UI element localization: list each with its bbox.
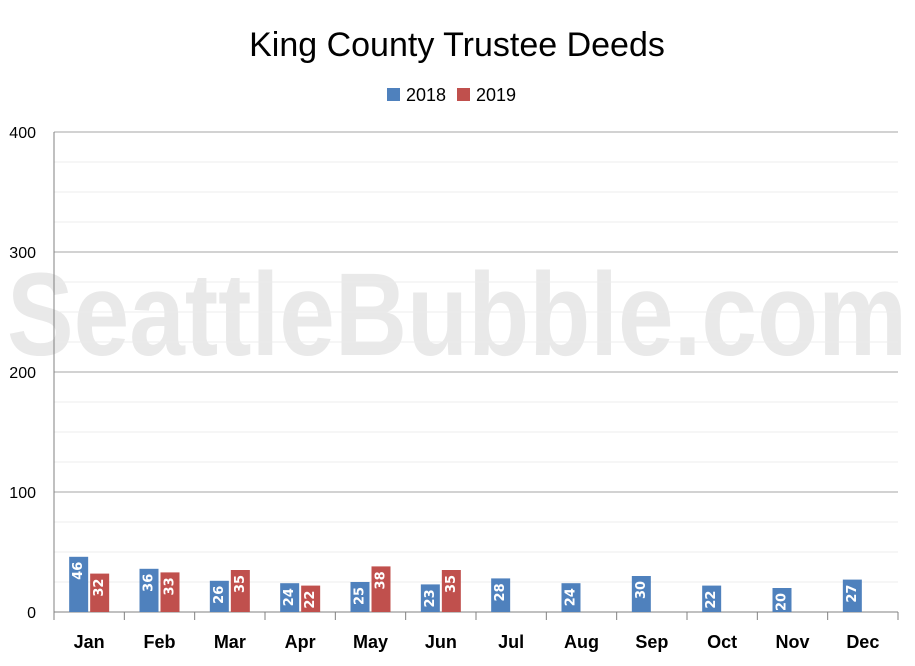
bar-2018-Apr	[280, 583, 300, 612]
data-label: 30	[634, 581, 649, 599]
watermark: SeattleBubble.com	[7, 249, 907, 381]
data-label: 23	[423, 589, 438, 607]
bar-2019-Apr	[301, 585, 321, 612]
data-label: 28	[493, 583, 508, 601]
data-label: 46	[71, 562, 86, 580]
bar-2018-Sep	[631, 576, 651, 612]
data-label: 22	[303, 591, 318, 609]
axes: 0 100 200 300 400 Jan Feb Mar Apr May Jun Jul Aug Sep…	[9, 125, 899, 652]
legend-label-2018: 2018	[406, 85, 446, 105]
bar-2018-Aug	[561, 583, 581, 612]
x-tick-label: Mar	[214, 632, 246, 652]
x-tick-label: Oct	[707, 632, 737, 652]
bar-2018-Jun	[420, 584, 440, 612]
bar-2018-Jan	[69, 556, 89, 612]
bar-2018-Mar	[209, 580, 229, 612]
data-label: 32	[92, 579, 107, 597]
gridlines	[54, 131, 898, 583]
data-label: 35	[233, 575, 248, 593]
bar-2019-Mar	[230, 570, 250, 612]
y-tick-label: 300	[9, 245, 36, 262]
data-label: 33	[163, 577, 178, 595]
x-tick-label: Jan	[74, 632, 105, 652]
legend-swatch-2018	[387, 88, 400, 101]
y-tick-label: 400	[9, 125, 36, 142]
x-tick-label: Jun	[425, 632, 457, 652]
bar-2018-Jul	[491, 578, 511, 612]
bar-2019-May	[371, 566, 391, 612]
x-tick-label: Sep	[635, 632, 668, 652]
data-label: 27	[845, 585, 860, 603]
data-label: 22	[704, 591, 719, 609]
y-tick-label: 0	[27, 605, 36, 622]
x-tick-label: Dec	[846, 632, 879, 652]
bars	[69, 556, 862, 612]
legend-label-2019: 2019	[476, 85, 516, 105]
x-tick-label: Apr	[285, 632, 316, 652]
y-tick-label: 100	[9, 485, 36, 502]
y-tick-label: 200	[9, 365, 36, 382]
bar-2018-May	[350, 582, 370, 612]
bar-2019-Jun	[441, 570, 461, 612]
data-label: 20	[775, 593, 790, 611]
data-label: 24	[564, 588, 579, 606]
x-tick-label: Jul	[498, 632, 524, 652]
bar-2018-Nov	[772, 588, 792, 612]
data-label: 24	[282, 588, 297, 606]
legend: 2018 2019	[387, 85, 516, 105]
legend-swatch-2019	[457, 88, 470, 101]
x-tick-label: Nov	[775, 632, 809, 652]
chart-title: King County Trustee Deeds	[249, 26, 665, 64]
bar-2018-Dec	[842, 579, 862, 612]
bar-2019-Jan	[90, 573, 110, 612]
bar-2019-Feb	[160, 572, 180, 612]
bar-2018-Oct	[702, 585, 722, 612]
data-label: 25	[353, 587, 368, 605]
data-labels: 46 36 26 24 25 23 28 24 30 22 20 27 32 33 35 22 38 35	[71, 562, 860, 611]
data-label: 38	[374, 571, 389, 589]
data-label: 35	[444, 575, 459, 593]
data-label: 26	[212, 586, 227, 604]
bar-2018-Feb	[139, 568, 159, 612]
data-label: 36	[142, 574, 157, 592]
x-tick-label: Aug	[564, 632, 599, 652]
x-tick-label: Feb	[143, 632, 175, 652]
x-tick-label: May	[353, 632, 388, 652]
